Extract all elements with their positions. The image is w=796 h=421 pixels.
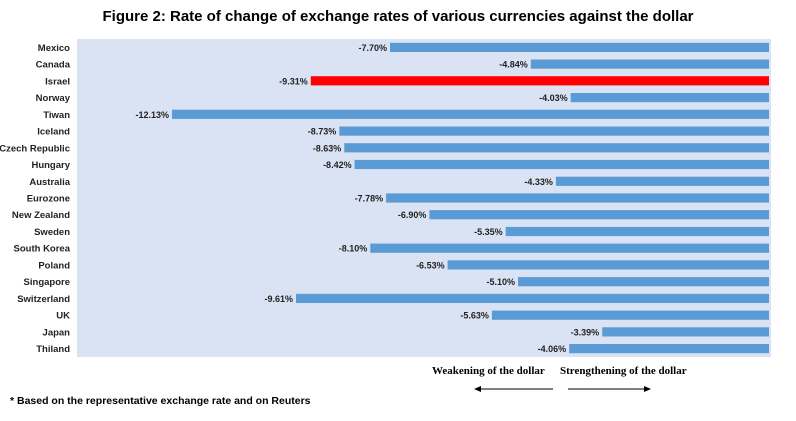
bar-singapore [518,277,769,287]
category-label: Japan [43,327,71,338]
value-label: -4.84% [499,60,528,70]
bar-norway [570,93,769,103]
value-label: -12.13% [135,110,169,120]
bar-canada [530,59,769,69]
bar-south-korea [370,243,769,253]
category-label: Thiland [36,344,70,355]
value-label: -4.03% [539,93,568,103]
category-label: Sweden [34,227,70,238]
category-label: Iceland [37,127,70,138]
category-label: Eurozone [27,194,70,205]
value-label: -5.35% [474,227,503,237]
strengthening-label: Strengthening of the dollar [560,365,687,377]
value-label: -6.90% [398,210,427,220]
value-label: -6.53% [416,260,445,270]
category-label: Switzerland [17,294,70,305]
bar-eurozone [386,193,769,203]
bar-mexico [390,42,769,52]
value-label: -4.06% [538,344,567,354]
value-label: -7.78% [355,194,384,204]
value-label: -8.63% [313,143,342,153]
bar-new-zealand [429,210,769,220]
weakening-label: Weakening of the dollar [432,365,545,377]
category-label: Norway [36,93,71,104]
category-label: UK [56,311,70,322]
bar-tiwan [172,109,769,119]
bar-israel [310,76,769,86]
value-label: -8.10% [339,244,368,254]
value-label: -8.73% [308,127,337,137]
category-label: Poland [38,260,70,271]
bar-uk [491,310,769,320]
value-label: -5.10% [486,277,515,287]
value-label: -8.42% [323,160,352,170]
direction-arrows [474,386,651,392]
value-label: -3.39% [571,327,600,337]
category-label: Australia [29,177,70,188]
footnote: * Based on the representative exchange r… [10,395,311,407]
value-label: -9.31% [279,76,308,86]
bar-iceland [339,126,769,136]
category-label: Israel [45,76,70,87]
bar-switzerland [296,293,769,303]
bar-hungary [354,159,769,170]
chart-title: Figure 2: Rate of change of exchange rat… [102,8,694,25]
value-label: -5.63% [460,311,489,321]
category-label: Canada [36,60,71,71]
bar-australia [555,176,769,186]
value-label: -4.33% [524,177,553,187]
bar-czech-republic [344,143,769,153]
value-label: -7.70% [358,43,387,53]
bar-sweden [505,226,769,237]
category-label: Tiwan [43,110,70,121]
category-label: South Korea [14,244,71,255]
category-label: Czech Republic [0,143,70,154]
category-label: Singapore [24,277,70,288]
category-label: Hungary [31,160,70,171]
category-label: Mexico [38,43,70,54]
bar-thiland [569,344,769,354]
bar-poland [447,260,769,270]
bar-japan [602,327,769,337]
value-label: -9.61% [264,294,293,304]
category-label: New Zealand [12,210,70,221]
